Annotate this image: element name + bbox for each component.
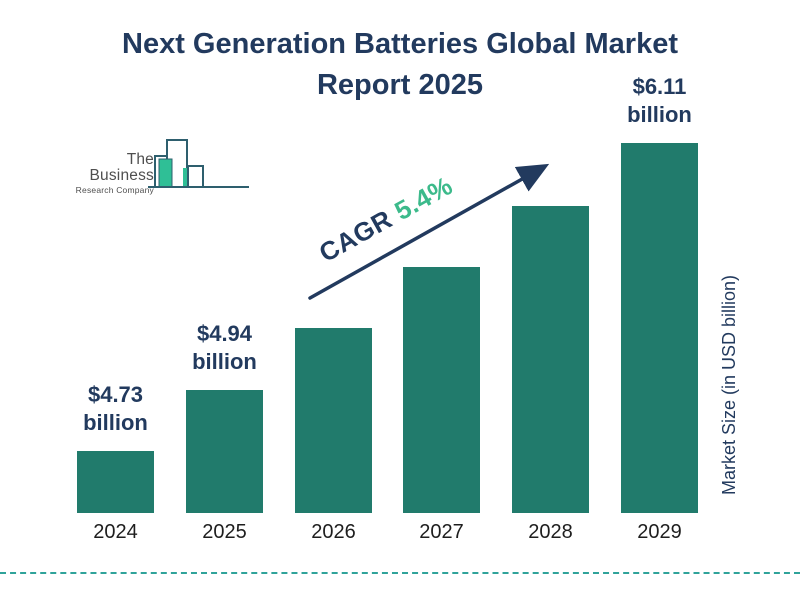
company-logo: The Business Research Company bbox=[58, 139, 258, 200]
value-label-2029: $6.11 billion bbox=[627, 74, 692, 127]
value-label-2025: $4.94 billion bbox=[192, 321, 257, 374]
bottom-dashed-divider bbox=[0, 572, 800, 574]
bar-chart-logo-icon bbox=[148, 139, 249, 188]
x-tick-2029: 2029 bbox=[637, 521, 682, 543]
bar-2027 bbox=[403, 267, 480, 513]
bar-2025 bbox=[186, 390, 263, 513]
page-title-line-2: Report 2025 bbox=[316, 69, 483, 102]
x-tick-2028: 2028 bbox=[528, 521, 573, 543]
x-tick-2027: 2027 bbox=[419, 521, 464, 543]
x-tick-2025: 2025 bbox=[202, 521, 247, 543]
bar-2026 bbox=[295, 328, 372, 513]
page-title: Next Generation Batteries Global Market … bbox=[0, 24, 800, 106]
bar-2024 bbox=[77, 451, 154, 513]
x-tick-2026: 2026 bbox=[311, 521, 356, 543]
company-subname: Research Company bbox=[75, 185, 154, 195]
page-title-line-1: Next Generation Batteries Global Market bbox=[122, 28, 678, 60]
bar-2028 bbox=[512, 206, 589, 513]
value-label-2024: $4.73 billion bbox=[83, 382, 148, 435]
company-name: The Business bbox=[89, 151, 154, 184]
bar-2029 bbox=[621, 143, 698, 513]
x-tick-2024: 2024 bbox=[93, 521, 138, 543]
y-axis-label: Market Size (in USD billion) bbox=[719, 274, 739, 496]
company-logo-text: The Business Research Company bbox=[58, 152, 154, 195]
